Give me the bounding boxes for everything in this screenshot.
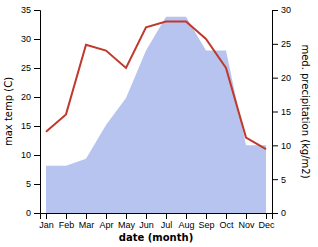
axis-line (34, 11, 41, 214)
x-tick: Oct (219, 213, 234, 230)
tick-mark (206, 213, 207, 219)
temperature-line (46, 22, 266, 150)
tick-label: May (118, 220, 136, 230)
x-axis: Jan Feb Mar Apr MayJun Jul Aug Sep Oct NovDec (39, 213, 275, 230)
y-tick: 30 (21, 34, 40, 44)
y-tick: 35 (21, 5, 40, 15)
y-tick: 30 (272, 5, 291, 15)
tick-mark (272, 78, 278, 79)
tick-mark (66, 213, 67, 219)
tick-label: Feb (59, 220, 75, 230)
tick-mark (34, 213, 40, 214)
tick-label: 5 (281, 175, 286, 185)
y-tick: 5 (272, 175, 286, 185)
tick-mark (246, 213, 247, 219)
y-tick: 15 (21, 121, 40, 131)
tick-label: 10 (21, 150, 31, 160)
x-tick: Jul (161, 213, 173, 230)
tick-label: 30 (281, 5, 291, 15)
tick-mark (166, 213, 167, 219)
tick-mark (146, 213, 147, 219)
tick-label: Apr (99, 220, 113, 230)
tick-mark (34, 10, 40, 11)
tick-mark (272, 44, 278, 45)
tick-mark (266, 213, 267, 219)
tick-mark (34, 126, 40, 127)
tick-label: Mar (79, 220, 95, 230)
tick-mark (272, 10, 278, 11)
tick-label: 20 (21, 92, 31, 102)
tick-label: Jul (161, 220, 173, 230)
x-tick: Nov (238, 213, 255, 230)
tick-label: 25 (281, 39, 291, 49)
y-tick: 20 (272, 73, 291, 83)
tick-mark (34, 155, 40, 156)
tick-label: 35 (21, 5, 31, 15)
tick-mark (226, 213, 227, 219)
tick-mark (34, 68, 40, 69)
tick-label: 0 (26, 208, 31, 218)
tick-label: 25 (21, 63, 31, 73)
y-tick: 0 (26, 208, 40, 218)
tick-label: 5 (26, 179, 31, 189)
x-tick: Mar (79, 213, 95, 230)
tick-mark (272, 179, 278, 180)
axis-line (41, 214, 273, 220)
y-tick: 5 (26, 179, 40, 189)
y-axis: 0 5 10 15 20 25 30 35 (21, 5, 41, 218)
tick-label: Jun (139, 220, 154, 230)
y-tick: 25 (272, 39, 291, 49)
marks (46, 17, 266, 213)
tick-mark (86, 213, 87, 219)
x-tick: Jan (39, 213, 54, 230)
tick-label: Oct (219, 220, 234, 230)
x-tick: Apr (99, 213, 113, 230)
y2-axis-title: med. precipitation (kg/m2) (300, 44, 311, 178)
y-tick: 10 (21, 150, 40, 160)
y-tick: 10 (272, 141, 291, 151)
tick-label: 10 (281, 141, 291, 151)
x-tick: Sep (198, 213, 214, 230)
tick-label: Sep (198, 220, 214, 230)
y-tick: 25 (21, 63, 40, 73)
tick-mark (272, 213, 278, 214)
x-tick: May (118, 213, 136, 230)
tick-mark (126, 213, 127, 219)
y2-axis: 0 5 10 15 20 25 30 (272, 5, 291, 218)
tick-mark (34, 39, 40, 40)
tick-mark (46, 213, 47, 219)
tick-label: Aug (178, 220, 194, 230)
tick-label: 0 (281, 208, 286, 218)
tick-mark (106, 213, 107, 219)
x-tick: Jun (139, 213, 154, 230)
tick-label: Jan (39, 220, 54, 230)
x-axis-title: date (month) (119, 232, 193, 243)
tick-label: 20 (281, 73, 291, 83)
tick-mark (186, 213, 187, 219)
x-tick: Feb (59, 213, 75, 230)
precipitation-area (46, 17, 266, 213)
y-tick: 0 (272, 208, 286, 218)
tick-mark (272, 112, 278, 113)
plot: Jan Feb Mar Apr MayJun Jul Aug Sep Oct NovDec 0 5 10… (3, 5, 311, 243)
y-tick: 15 (272, 107, 291, 117)
tick-mark (272, 145, 278, 146)
tick-label: Nov (238, 220, 255, 230)
chart: Jan Feb Mar Apr MayJun Jul Aug Sep Oct NovDec 0 5 10… (0, 0, 318, 247)
tick-label: 15 (281, 107, 291, 117)
tick-mark (34, 184, 40, 185)
tick-label: Dec (258, 220, 275, 230)
x-tick: Aug (178, 213, 194, 230)
y-axis-title: max temp (C) (3, 77, 14, 146)
tick-mark (34, 97, 40, 98)
tick-label: 30 (21, 34, 31, 44)
tick-label: 15 (21, 121, 31, 131)
y-tick: 20 (21, 92, 40, 102)
axis-line (273, 11, 279, 214)
x-tick: Dec (258, 213, 275, 230)
